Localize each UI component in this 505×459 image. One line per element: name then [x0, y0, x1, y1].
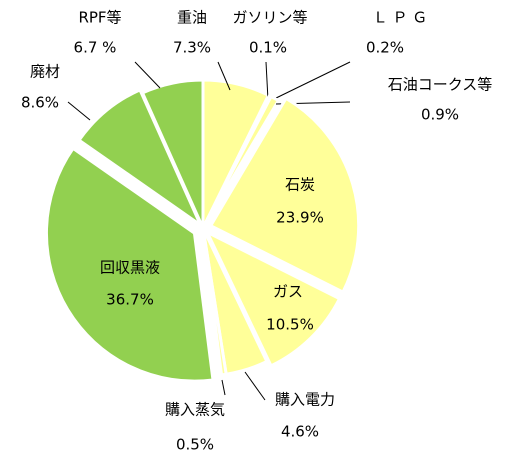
slice-label: 回収黒液: [100, 259, 160, 277]
slice-label: 石油コークス等: [388, 76, 493, 94]
leader-line: [244, 371, 266, 401]
leader-line: [221, 379, 226, 396]
pie-slice: [201, 94, 281, 229]
pie-slice: [201, 227, 228, 377]
slice-label: 廃材: [30, 63, 60, 81]
leader-line: [134, 61, 161, 89]
pie-slice: [44, 146, 215, 383]
value-label: 0.9%: [421, 106, 459, 124]
value-label: 4.6%: [281, 423, 319, 441]
slice-label: Ｌ Ｐ Ｇ: [373, 9, 428, 27]
value-label: 0.1%: [249, 39, 287, 57]
pie-slice: [208, 96, 361, 295]
value-label: 7.3%: [173, 39, 211, 57]
leader-line: [271, 61, 351, 101]
slice-label: ガス: [273, 283, 303, 301]
value-label: 36.7%: [106, 291, 154, 309]
value-label: 0.5%: [176, 436, 214, 454]
slice-label: ガソリン等: [232, 9, 307, 27]
slice-label: 購入蒸気: [165, 401, 225, 419]
pie-slice: [140, 78, 205, 229]
value-label: 23.9%: [276, 209, 324, 227]
slice-label: 購入電力: [275, 391, 335, 409]
slice-label: RPF等: [78, 9, 121, 27]
pie-slice: [203, 228, 342, 368]
leader-line: [217, 61, 231, 91]
value-label: 6.7 %: [74, 39, 117, 57]
slice-label: 重油: [177, 9, 207, 27]
leader-line: [265, 61, 269, 101]
pie-slice: [77, 87, 205, 230]
value-label: 0.2%: [366, 39, 404, 57]
leader-line: [67, 101, 91, 121]
slice-label: 石炭: [285, 176, 315, 194]
value-label: 10.5%: [266, 316, 314, 334]
value-label: 8.6%: [21, 94, 59, 112]
